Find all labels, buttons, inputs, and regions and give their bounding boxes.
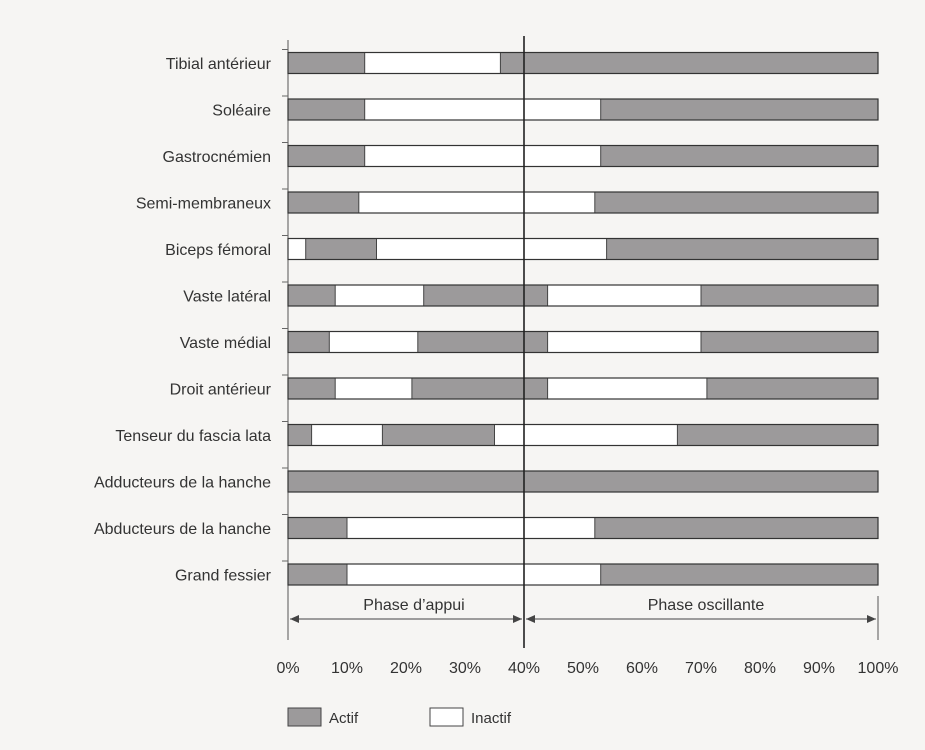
x-tick-label: 0% [276, 660, 299, 677]
active-segment [600, 145, 879, 167]
active-segment [676, 424, 879, 446]
x-tick-label: 10% [331, 660, 363, 677]
x-tick-label: 80% [744, 660, 776, 677]
active-segment [287, 145, 366, 167]
active-segment [287, 284, 336, 307]
bar-outline [287, 377, 879, 400]
active-segment [287, 424, 313, 446]
bar-outline [287, 330, 879, 354]
x-tick-label: 40% [508, 660, 540, 677]
bar-outline [287, 144, 879, 168]
muscle-label: Soléaire [212, 103, 271, 120]
bar-outline [287, 191, 879, 214]
arrow-head-left-icon [526, 615, 535, 623]
active-segment [287, 191, 360, 214]
muscle-label: Tibial antérieur [166, 56, 272, 73]
active-segment [287, 563, 348, 586]
active-segment [287, 470, 879, 493]
bar-outline [287, 470, 879, 493]
muscle-label: Tenseur du fascia lata [115, 428, 271, 445]
active-segment [287, 52, 366, 74]
phase-label: Phase d’appui [363, 597, 464, 614]
active-segment [700, 331, 879, 353]
x-tick-label: 20% [390, 660, 422, 677]
active-segment [423, 284, 549, 307]
bar-outline [287, 51, 879, 75]
x-tick-label: 70% [685, 660, 717, 677]
bar-outline [287, 237, 879, 261]
active-segment [600, 98, 879, 121]
arrow-head-right-icon [513, 615, 522, 623]
legend-label: Actif [329, 710, 359, 727]
active-segment [381, 424, 495, 446]
legend-label: Inactif [471, 710, 512, 727]
x-tick-label: 50% [567, 660, 599, 677]
muscle-label: Abducteurs de la hanche [94, 521, 271, 538]
muscle-label: Vaste médial [180, 335, 271, 352]
muscle-label: Semi-membraneux [136, 196, 271, 213]
legend-swatch [287, 707, 322, 727]
arrow-head-right-icon [867, 615, 876, 623]
x-tick-label: 60% [626, 660, 658, 677]
active-segment [417, 331, 549, 353]
active-segment [287, 377, 336, 400]
active-segment [411, 377, 549, 400]
active-segment [706, 377, 879, 400]
active-segment [700, 284, 879, 307]
muscle-label: Biceps fémoral [165, 242, 271, 259]
muscle-label: Vaste latéral [183, 289, 271, 306]
muscle-label: Grand fessier [175, 568, 272, 585]
arrow-head-left-icon [290, 615, 299, 623]
legend-swatch [429, 707, 464, 727]
phase-label: Phase oscillante [648, 597, 765, 614]
active-segment [594, 517, 879, 539]
active-segment [499, 52, 879, 74]
bar-outline [287, 563, 879, 586]
x-tick-label: 100% [858, 660, 899, 677]
active-segment [287, 517, 348, 539]
active-segment [600, 563, 879, 586]
active-segment [287, 331, 330, 353]
x-tick-label: 90% [803, 660, 835, 677]
bar-outline [287, 516, 879, 540]
muscle-label: Adducteurs de la hanche [94, 475, 271, 492]
active-segment [287, 98, 366, 121]
muscle-label: Gastrocnémien [163, 149, 272, 166]
bar-outline [287, 98, 879, 121]
active-segment [305, 238, 378, 260]
muscle-label: Droit antérieur [170, 382, 272, 399]
bar-outline [287, 284, 879, 307]
active-segment [594, 191, 879, 214]
bar-outline [287, 423, 879, 447]
active-segment [606, 238, 879, 260]
x-tick-label: 30% [449, 660, 481, 677]
